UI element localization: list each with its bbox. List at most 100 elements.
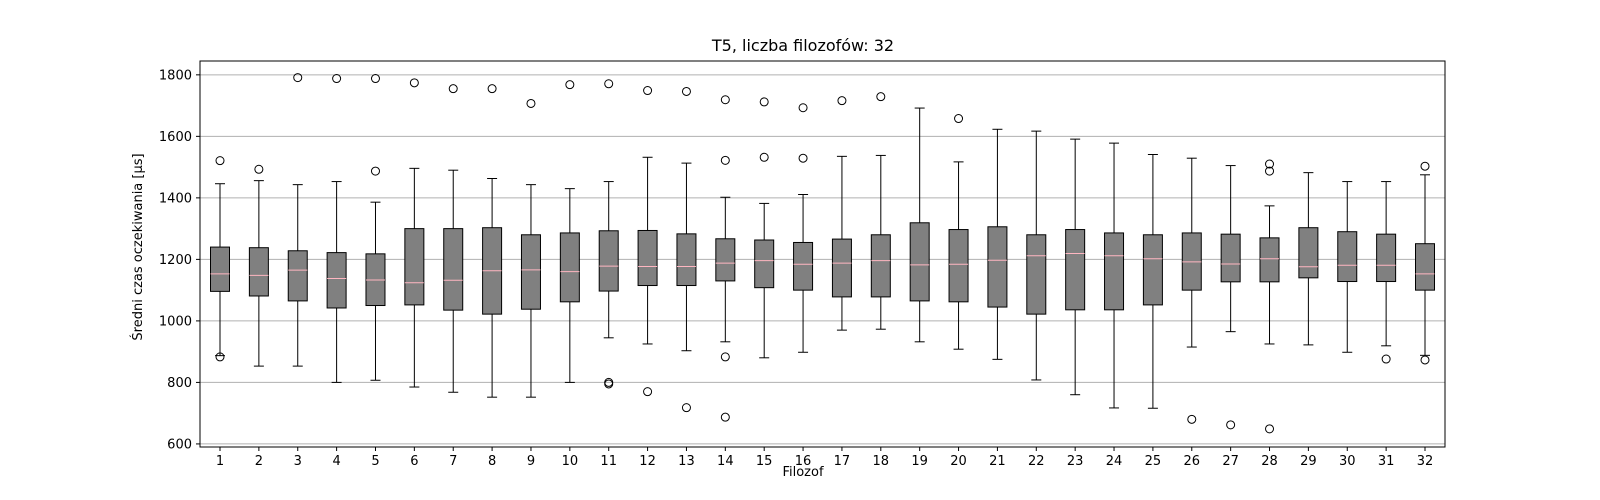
x-tick-label: 12	[639, 454, 656, 469]
x-tick-label: 25	[1145, 454, 1162, 469]
box-30	[1337, 181, 1358, 353]
outlier-point	[1265, 166, 1275, 176]
box-body	[1104, 232, 1125, 311]
box-body	[1142, 234, 1163, 306]
box-6	[404, 78, 425, 388]
box-1	[210, 156, 230, 362]
x-tick-label: 4	[332, 454, 340, 469]
x-tick-label: 3	[294, 454, 302, 469]
box-body	[1376, 233, 1397, 283]
outlier-point	[370, 74, 380, 84]
box-body	[248, 247, 269, 297]
outlier-point	[448, 84, 458, 94]
x-tick-label: 5	[371, 454, 379, 469]
box-body	[909, 222, 930, 302]
x-axis: 1 2 3 4 5 6 7 8 9 10 11 12 13 14 15 16 17 18 19 20 21 22 23 24 2…	[216, 447, 1433, 469]
outlier-point	[720, 95, 730, 105]
outlier-point	[759, 152, 769, 162]
box-body	[987, 226, 1008, 308]
plot-frame	[199, 60, 1446, 448]
boxes	[210, 73, 1435, 434]
box-27	[1220, 165, 1241, 430]
x-tick-label: 11	[600, 454, 617, 469]
x-tick-label: 1	[216, 454, 224, 469]
x-tick-label: 27	[1222, 454, 1239, 469]
outlier-point	[215, 352, 225, 362]
outlier-point	[1420, 161, 1430, 171]
outlier-point	[798, 153, 808, 163]
x-tick-label: 26	[1184, 454, 1201, 469]
outlier-point	[565, 80, 575, 90]
box-8	[482, 84, 503, 398]
x-tick-label: 8	[488, 454, 496, 469]
y-tick-label: 1800	[159, 68, 192, 83]
outlier-point	[837, 96, 847, 106]
x-tick-label: 16	[795, 454, 812, 469]
box-body	[1298, 227, 1319, 279]
x-tick-label: 22	[1028, 454, 1045, 469]
box-body	[715, 238, 736, 282]
outlier-point	[409, 78, 419, 88]
box-body	[754, 239, 775, 289]
box-body	[210, 246, 230, 292]
x-tick-label: 9	[527, 454, 535, 469]
x-tick-label: 17	[834, 454, 851, 469]
box-body	[520, 234, 541, 310]
box-16	[793, 103, 814, 353]
box-body	[326, 252, 347, 309]
box-body	[1026, 234, 1047, 315]
outlier-point	[604, 79, 614, 89]
box-17	[831, 96, 852, 331]
outlier-point	[332, 74, 342, 84]
outlier-point	[1265, 424, 1275, 434]
box-32	[1415, 161, 1435, 365]
box-body	[287, 250, 308, 302]
x-tick-label: 18	[873, 454, 890, 469]
y-tick-label: 600	[167, 437, 192, 452]
box-20	[948, 114, 969, 350]
x-tick-label: 10	[562, 454, 579, 469]
x-tick-label: 21	[989, 454, 1006, 469]
outlier-point	[487, 84, 497, 94]
box-body	[676, 233, 697, 287]
x-tick-label: 2	[255, 454, 263, 469]
box-26	[1181, 157, 1202, 424]
outlier-point	[720, 352, 730, 362]
y-tick-label: 1000	[159, 314, 192, 329]
box-21	[987, 128, 1008, 360]
outlier-point	[526, 98, 536, 108]
box-body	[870, 234, 891, 298]
outlier-point	[681, 86, 691, 96]
box-31	[1376, 181, 1397, 364]
box-9	[520, 98, 541, 398]
x-tick-label: 7	[449, 454, 457, 469]
box-body	[1415, 243, 1435, 291]
x-tick-label: 19	[911, 454, 928, 469]
box-body	[598, 230, 619, 292]
box-body	[637, 229, 658, 287]
box-23	[1065, 138, 1086, 396]
x-tick-label: 30	[1339, 454, 1356, 469]
box-body	[559, 232, 580, 303]
outlier-point	[720, 155, 730, 165]
box-22	[1026, 130, 1047, 381]
outlier-point	[720, 412, 730, 422]
box-11	[598, 79, 619, 389]
box-18	[870, 92, 891, 330]
box-7	[443, 84, 464, 393]
box-12	[637, 86, 658, 397]
box-body	[1337, 231, 1358, 283]
y-axis-label: Średni czas oczekiwania [µs]	[130, 153, 146, 340]
box-10	[559, 80, 580, 383]
box-3	[287, 73, 308, 367]
box-14	[715, 95, 736, 422]
box-body	[404, 228, 425, 306]
outlier-point	[876, 92, 886, 102]
y-tick-label: 1600	[159, 130, 192, 145]
outlier-point	[1381, 354, 1391, 364]
outlier-point	[798, 103, 808, 113]
box-2	[248, 164, 269, 367]
outlier-point	[604, 379, 614, 389]
box-body	[1259, 237, 1280, 283]
